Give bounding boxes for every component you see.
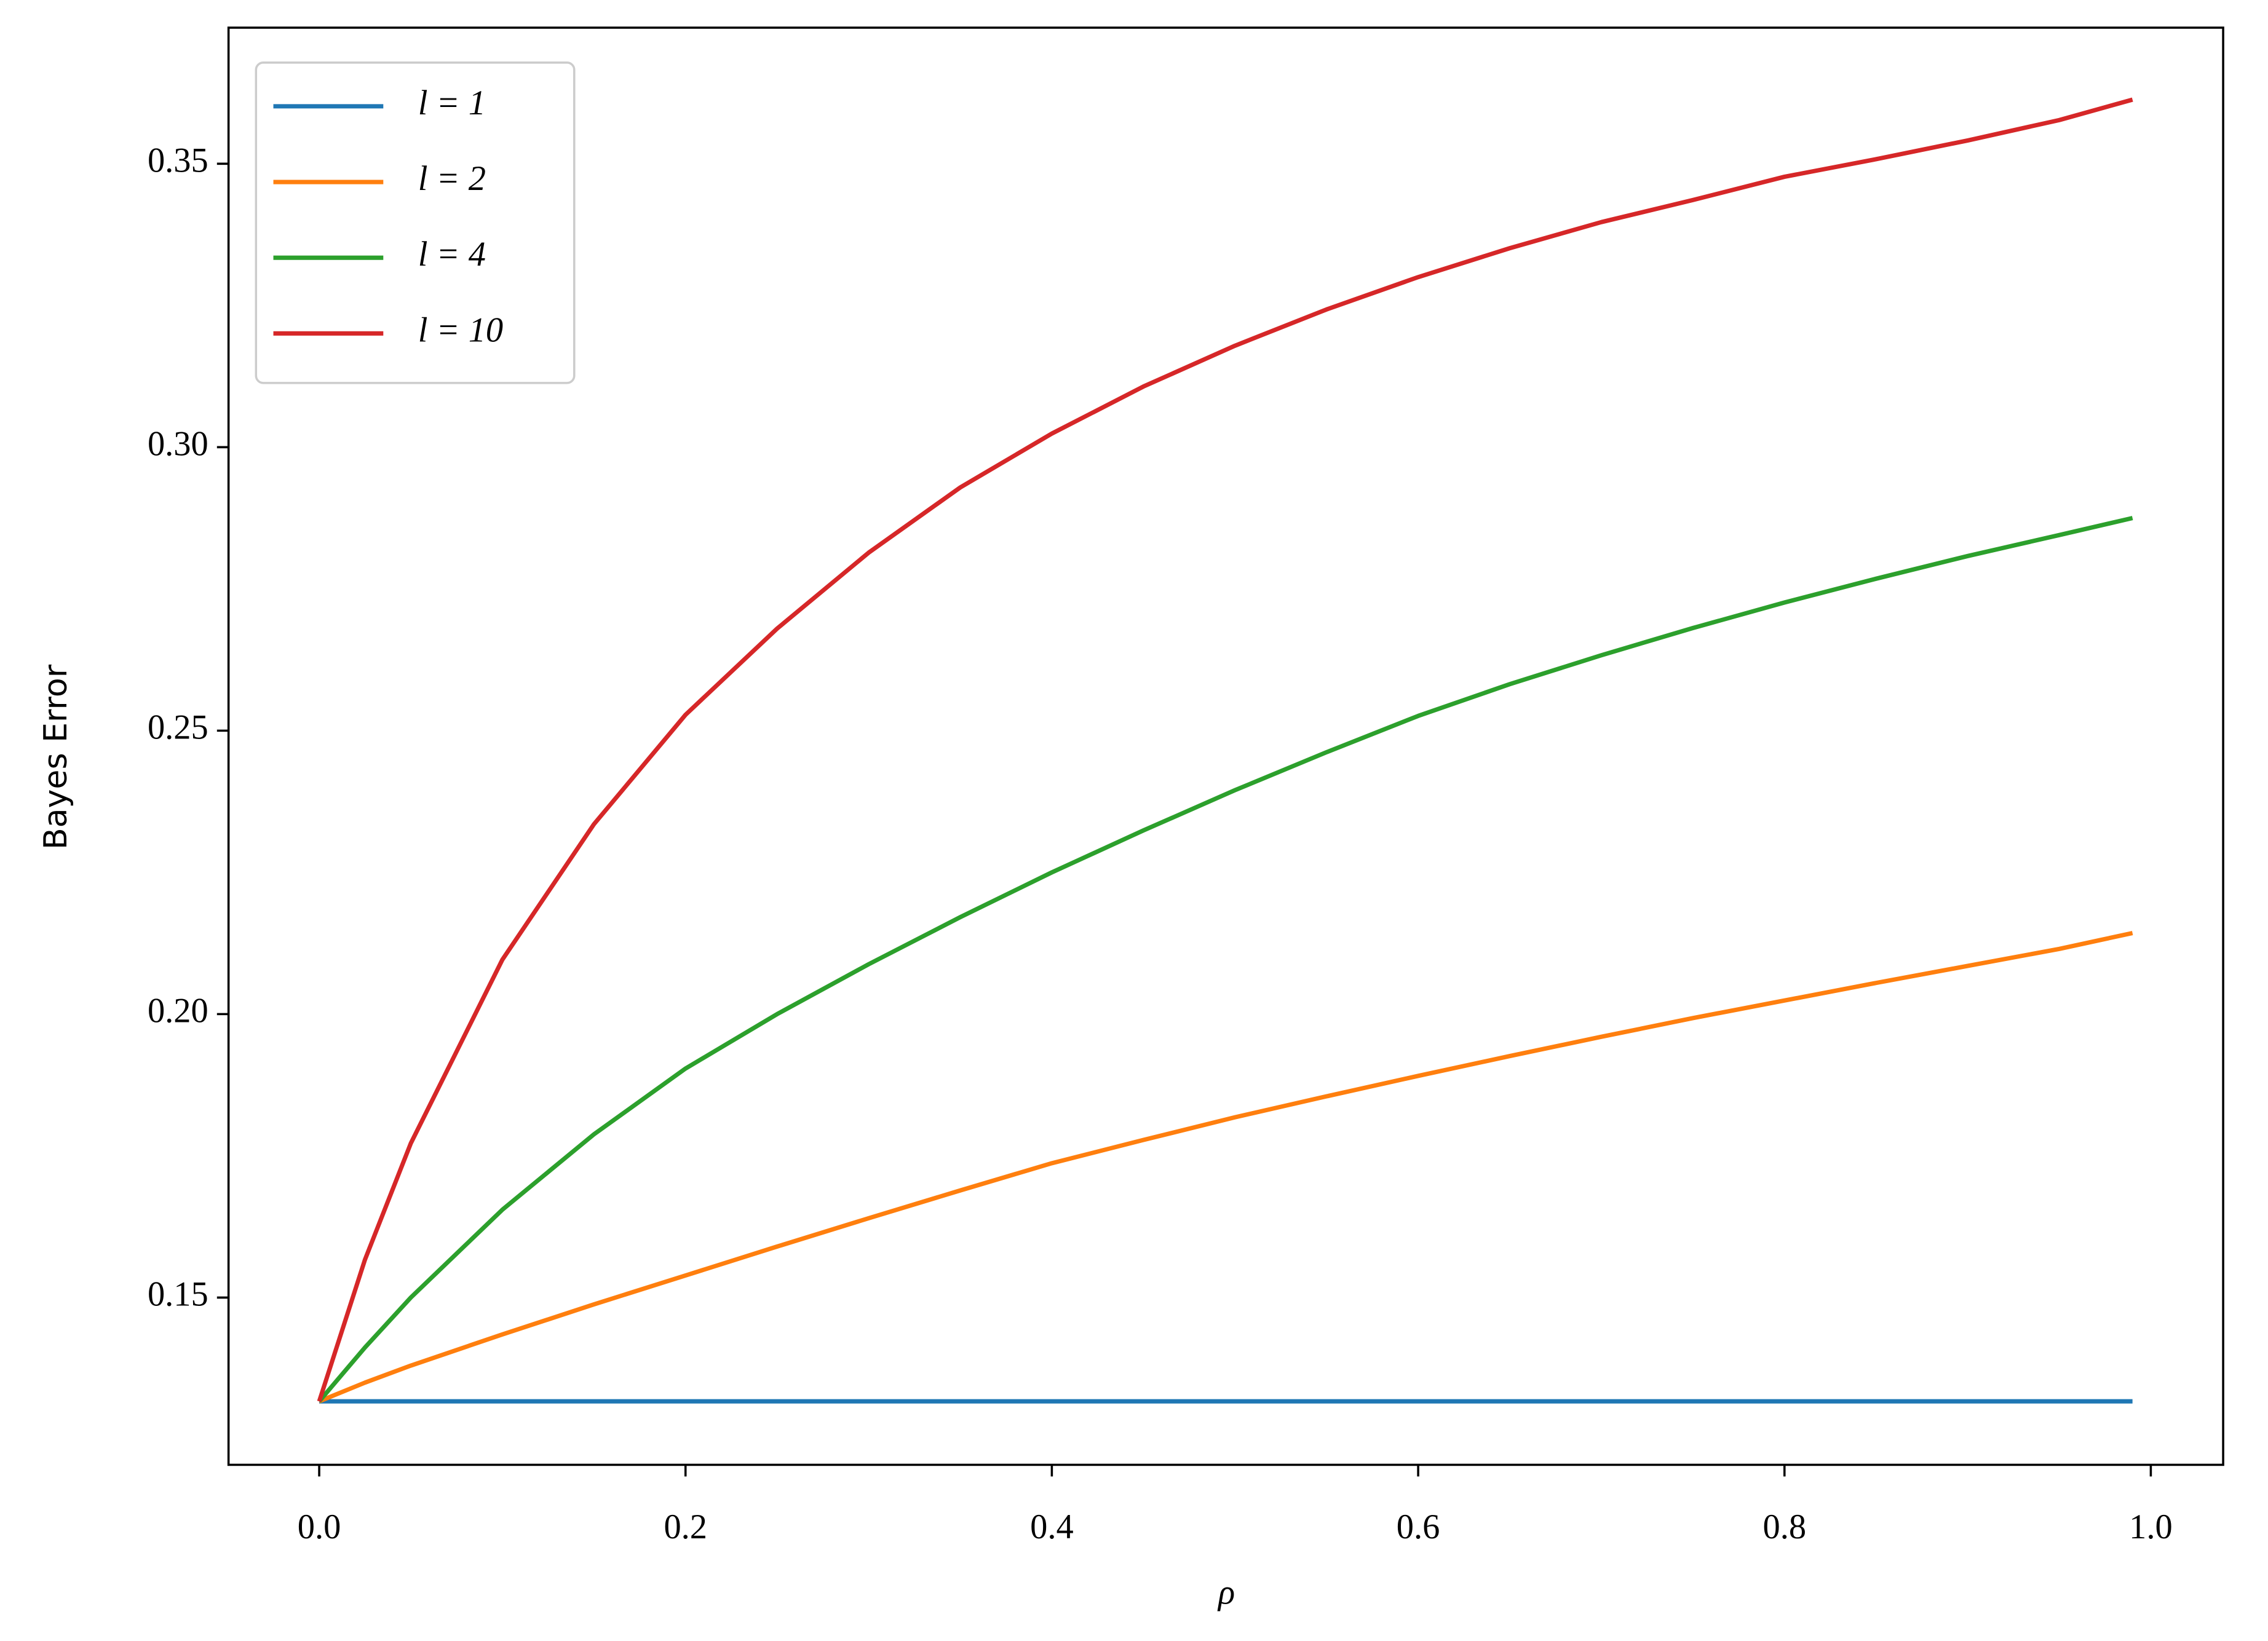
x-axis-label: ρ	[1217, 1573, 1235, 1611]
x-tick-label: 0.2	[664, 1508, 707, 1546]
plot-frame	[227, 26, 2224, 1466]
data-line	[317, 97, 2133, 1402]
legend-box	[255, 61, 576, 384]
y-tick-label: 0.25	[148, 708, 208, 746]
y-tick-label: 0.15	[148, 1275, 208, 1313]
x-tick-label: 0.6	[1397, 1508, 1440, 1546]
legend-label: l = 10	[418, 311, 503, 349]
y-tick-label: 0.35	[148, 141, 208, 180]
legend: l = 1 l = 2 l = 4 l = 10	[255, 61, 576, 384]
x-tick-label: 0.4	[1030, 1508, 1074, 1546]
x-tick-label: 0.0	[298, 1508, 341, 1546]
y-tick-label: 0.30	[148, 425, 208, 463]
data-line	[317, 516, 2133, 1403]
x-tick-label: 0.8	[1762, 1508, 1806, 1546]
legend-label: l = 4	[418, 235, 486, 274]
y-axis-label: Bayes Error	[38, 664, 74, 850]
legend-label: l = 2	[418, 160, 486, 198]
legend-label: l = 1	[418, 84, 486, 122]
x-tick-label: 1.0	[2129, 1508, 2173, 1546]
data-line	[318, 931, 2133, 1404]
y-tick-label: 0.20	[148, 992, 208, 1030]
